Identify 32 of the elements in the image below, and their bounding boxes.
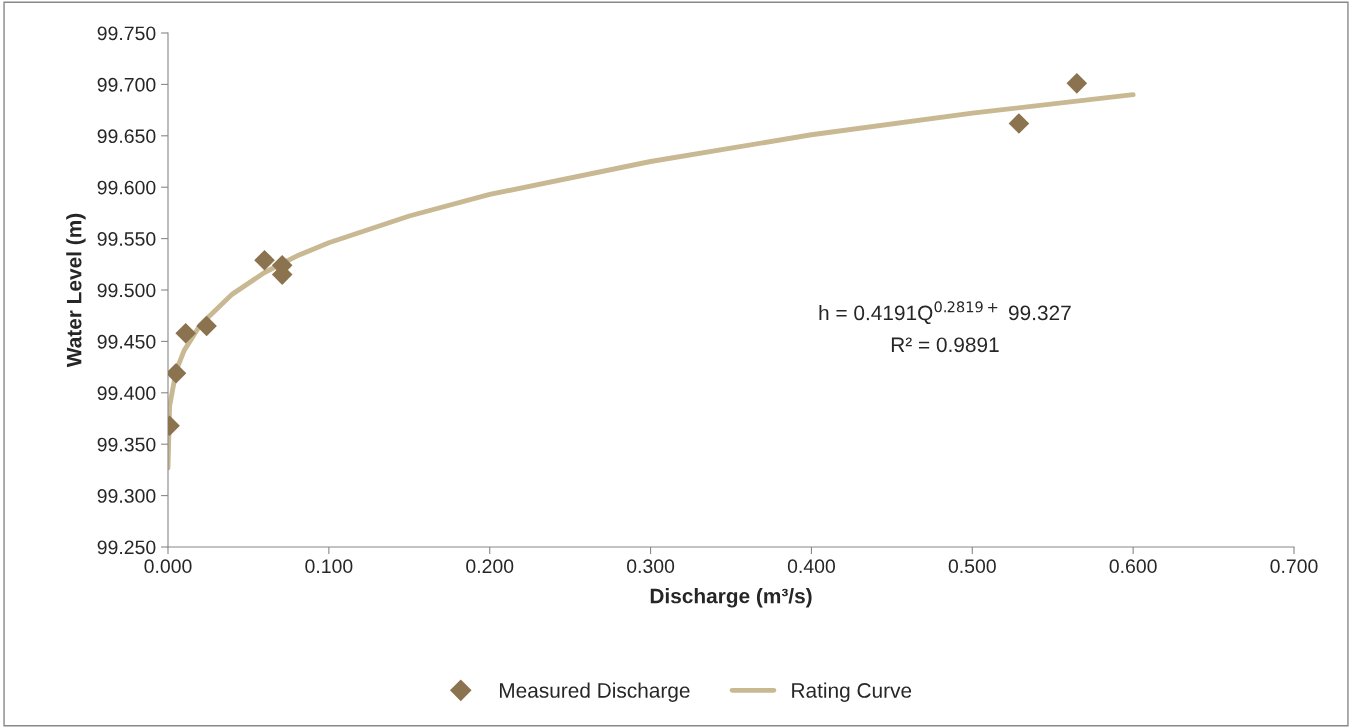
x-tick-label: 0.700 — [1270, 559, 1318, 574]
point — [254, 249, 275, 271]
legend-label: Rating Curve — [792, 682, 912, 702]
y-tick-label: 99.650 — [97, 129, 156, 144]
y-tick-label: 99.700 — [97, 77, 156, 92]
x-tick-label: 0.500 — [948, 559, 996, 574]
x-tick-label: 0.000 — [144, 559, 192, 574]
x-tick-label: 0.600 — [1109, 559, 1157, 574]
point — [1008, 113, 1030, 134]
point — [1066, 73, 1088, 94]
y-tick-label: 99.400 — [97, 386, 156, 401]
x-axis-title: Discharge (m³/s) — [650, 588, 812, 608]
x-tick-label: 0.300 — [627, 559, 675, 574]
annotation: R² = 0.9891 — [891, 337, 999, 353]
line-series — [168, 92, 1136, 471]
y-tick-label: 99.350 — [97, 437, 156, 452]
x-tick-label: 0.400 — [787, 559, 835, 574]
point — [196, 315, 217, 337]
x-tick-label: 0.100 — [305, 559, 353, 574]
point — [175, 322, 196, 344]
legend-label: Measured Discharge — [499, 682, 690, 702]
y-axis-title: Water Level (m) — [66, 213, 86, 368]
y-tick-label: 99.300 — [97, 489, 156, 503]
y-tick-label: 99.550 — [97, 232, 156, 246]
y-tick-label: 99.500 — [97, 283, 156, 298]
x-tick-label: 0.200 — [466, 559, 514, 574]
point — [168, 362, 187, 384]
y-tick-label: 99.450 — [97, 334, 156, 349]
y-tick-label: 99.600 — [97, 180, 156, 195]
y-tick-label: 99.250 — [97, 540, 156, 555]
y-tick-label: 99.750 — [97, 26, 156, 41]
annotation: h = 0.4191Q$^{0.2819+}$ 99.327 — [819, 301, 1071, 325]
